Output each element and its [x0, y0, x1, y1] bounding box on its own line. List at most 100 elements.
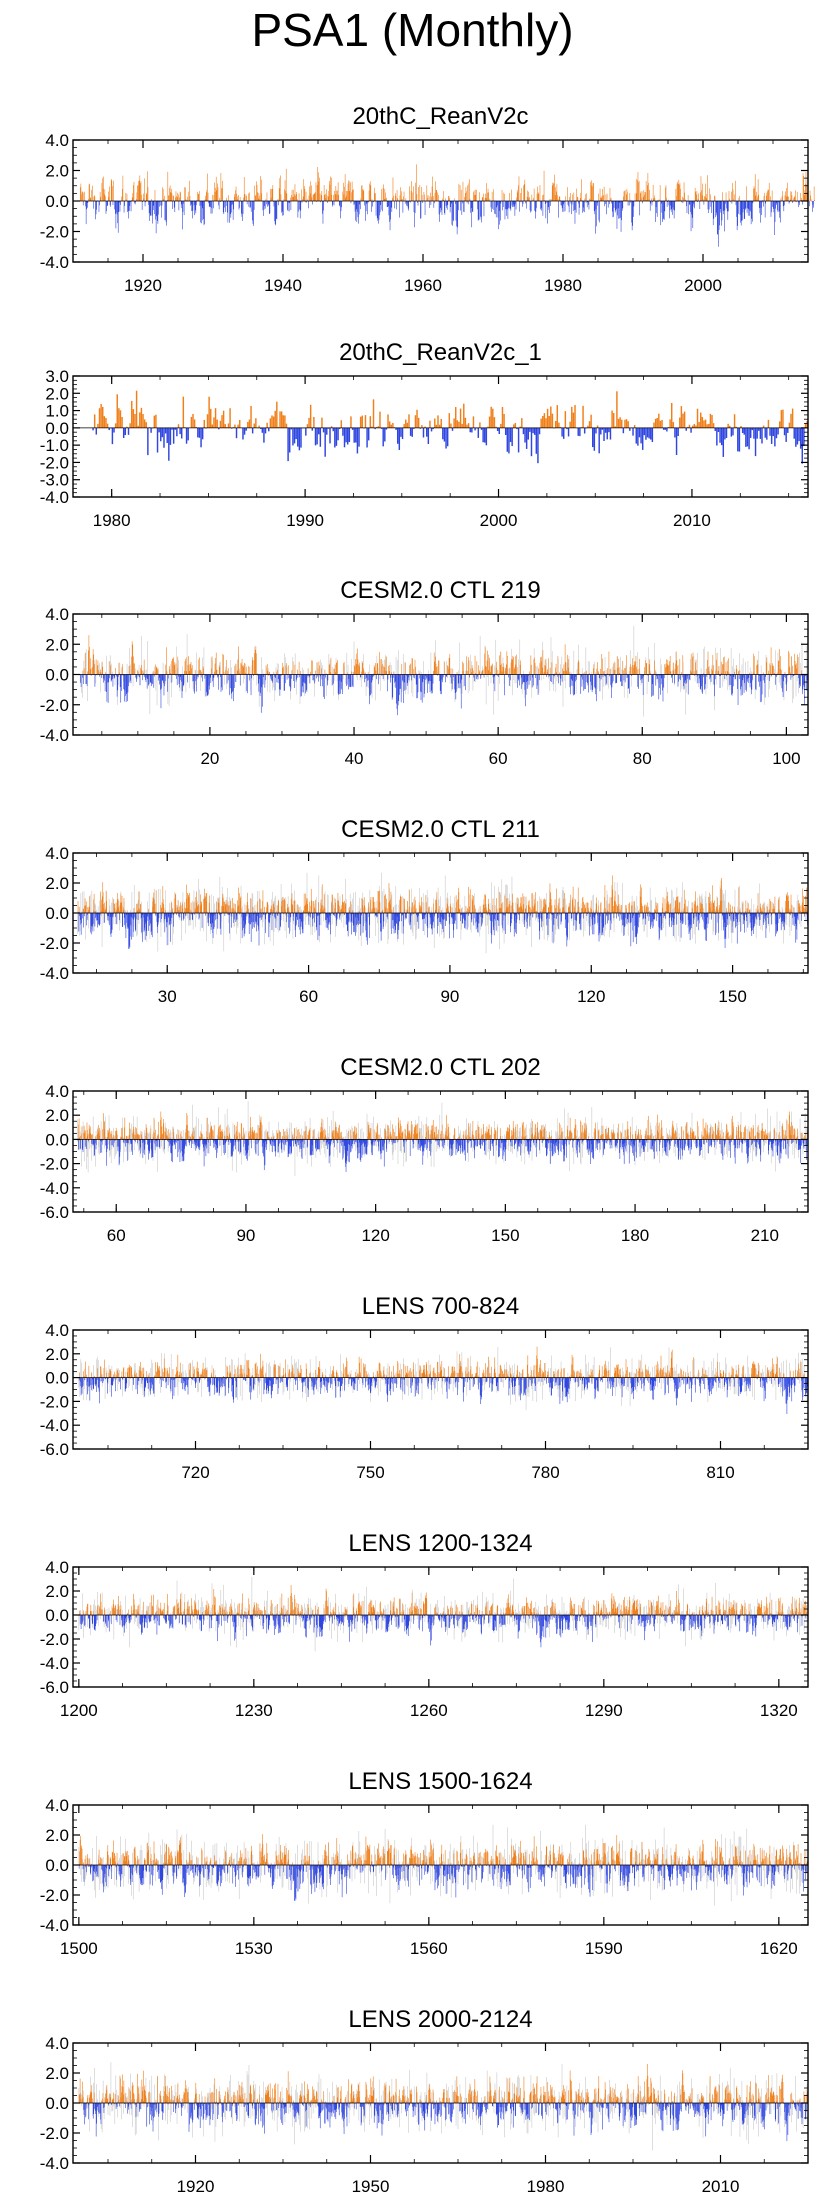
bar [149, 201, 151, 221]
bar [359, 662, 361, 675]
bar [115, 911, 117, 913]
bar [92, 667, 93, 675]
bar [295, 674, 297, 682]
bar [126, 426, 128, 428]
bar [472, 670, 474, 675]
bar [166, 201, 167, 226]
bar [229, 201, 230, 223]
bar [160, 907, 162, 913]
bar [693, 423, 696, 428]
bar [238, 195, 239, 201]
bar [613, 201, 614, 217]
bar [714, 195, 715, 201]
bar [644, 194, 645, 201]
bar [724, 427, 726, 440]
bar [789, 201, 790, 203]
bar [479, 192, 480, 201]
bar [624, 190, 626, 201]
bar [630, 201, 631, 203]
bar [218, 201, 219, 206]
bar [759, 674, 761, 703]
bar [562, 668, 563, 675]
bar [574, 674, 576, 695]
bar [439, 201, 440, 222]
bar [208, 674, 209, 695]
bar [148, 674, 149, 686]
bar [696, 670, 697, 675]
bar [687, 674, 688, 679]
bar [104, 189, 106, 201]
bar [758, 427, 760, 431]
bar [336, 662, 338, 675]
bar [263, 427, 265, 443]
bar [482, 427, 484, 443]
bar [277, 426, 280, 428]
bar [380, 201, 382, 206]
bar [746, 427, 749, 447]
bar [130, 201, 131, 203]
bar [573, 674, 574, 696]
bar [184, 670, 185, 675]
bar [154, 189, 156, 201]
bar [570, 674, 571, 695]
bar [498, 673, 500, 675]
bar [611, 201, 613, 204]
bar [791, 656, 792, 675]
bar [411, 674, 412, 681]
bar [243, 667, 245, 675]
bar [388, 421, 391, 428]
bar [494, 201, 495, 214]
bar [460, 189, 462, 201]
bar [198, 194, 200, 201]
bar [339, 201, 340, 206]
bar [93, 414, 96, 428]
bar [374, 187, 375, 201]
bar [604, 201, 606, 207]
bar [286, 663, 287, 675]
bar [497, 201, 499, 218]
bar [507, 201, 508, 210]
bar [140, 407, 143, 428]
x-tick-label: 60 [489, 749, 508, 768]
bar [678, 674, 679, 682]
bar [400, 427, 402, 437]
bar [82, 674, 83, 678]
bar [400, 187, 401, 201]
bar [391, 672, 392, 675]
bar [572, 412, 575, 428]
bar [746, 201, 748, 213]
bar [110, 913, 111, 935]
bar [508, 427, 510, 454]
bar [574, 201, 575, 210]
bar [812, 201, 814, 205]
bar [439, 201, 441, 208]
bar [802, 173, 804, 201]
bar [92, 913, 93, 925]
bar [487, 192, 488, 201]
bar [630, 199, 632, 201]
bar [710, 201, 712, 207]
bar [342, 191, 344, 201]
bar [348, 190, 350, 201]
bar [139, 412, 141, 428]
bar [235, 674, 236, 682]
bar [147, 427, 149, 456]
bar [772, 201, 774, 207]
bar [782, 201, 784, 207]
bar [284, 415, 286, 428]
bar [558, 422, 560, 428]
bar [125, 913, 126, 929]
bar [343, 427, 346, 448]
bar [761, 201, 762, 216]
bar [514, 656, 516, 675]
bar [725, 201, 726, 204]
bar [434, 661, 436, 675]
bar [803, 674, 804, 685]
bar [641, 191, 643, 201]
bar [805, 674, 807, 677]
bar [557, 199, 559, 201]
bar [666, 664, 668, 675]
bar [733, 199, 734, 201]
bar [453, 674, 454, 678]
bar [308, 195, 310, 201]
